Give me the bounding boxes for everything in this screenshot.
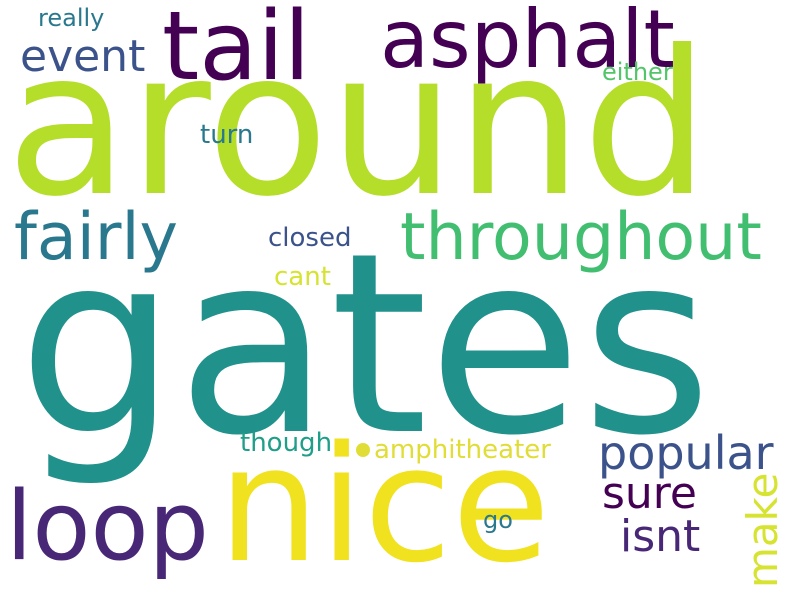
dot-marker bbox=[356, 443, 370, 457]
word-go: go bbox=[483, 506, 513, 534]
word-either: either bbox=[602, 58, 673, 86]
word-tail: tail bbox=[162, 0, 311, 102]
word-amphitheater: amphitheater bbox=[374, 435, 551, 465]
word-really: really bbox=[38, 4, 105, 32]
word-closed: closed bbox=[268, 223, 352, 253]
word-gates: gates bbox=[18, 199, 712, 490]
word-though: though bbox=[240, 428, 333, 458]
word-make: make bbox=[738, 472, 787, 588]
word-nice: nice bbox=[218, 411, 551, 598]
word-around: around bbox=[6, 8, 710, 241]
word-throughout: throughout bbox=[400, 200, 762, 275]
word-popular: popular bbox=[598, 426, 774, 480]
word-asphalt: asphalt bbox=[380, 0, 675, 86]
word-fairly: fairly bbox=[14, 200, 179, 275]
word-isnt: isnt bbox=[620, 511, 701, 562]
word-cant: cant bbox=[274, 262, 331, 292]
word-event: event bbox=[20, 31, 146, 82]
word-loop: loop bbox=[6, 472, 209, 582]
word-turn: turn bbox=[200, 120, 254, 150]
word-sure: sure bbox=[602, 468, 698, 519]
